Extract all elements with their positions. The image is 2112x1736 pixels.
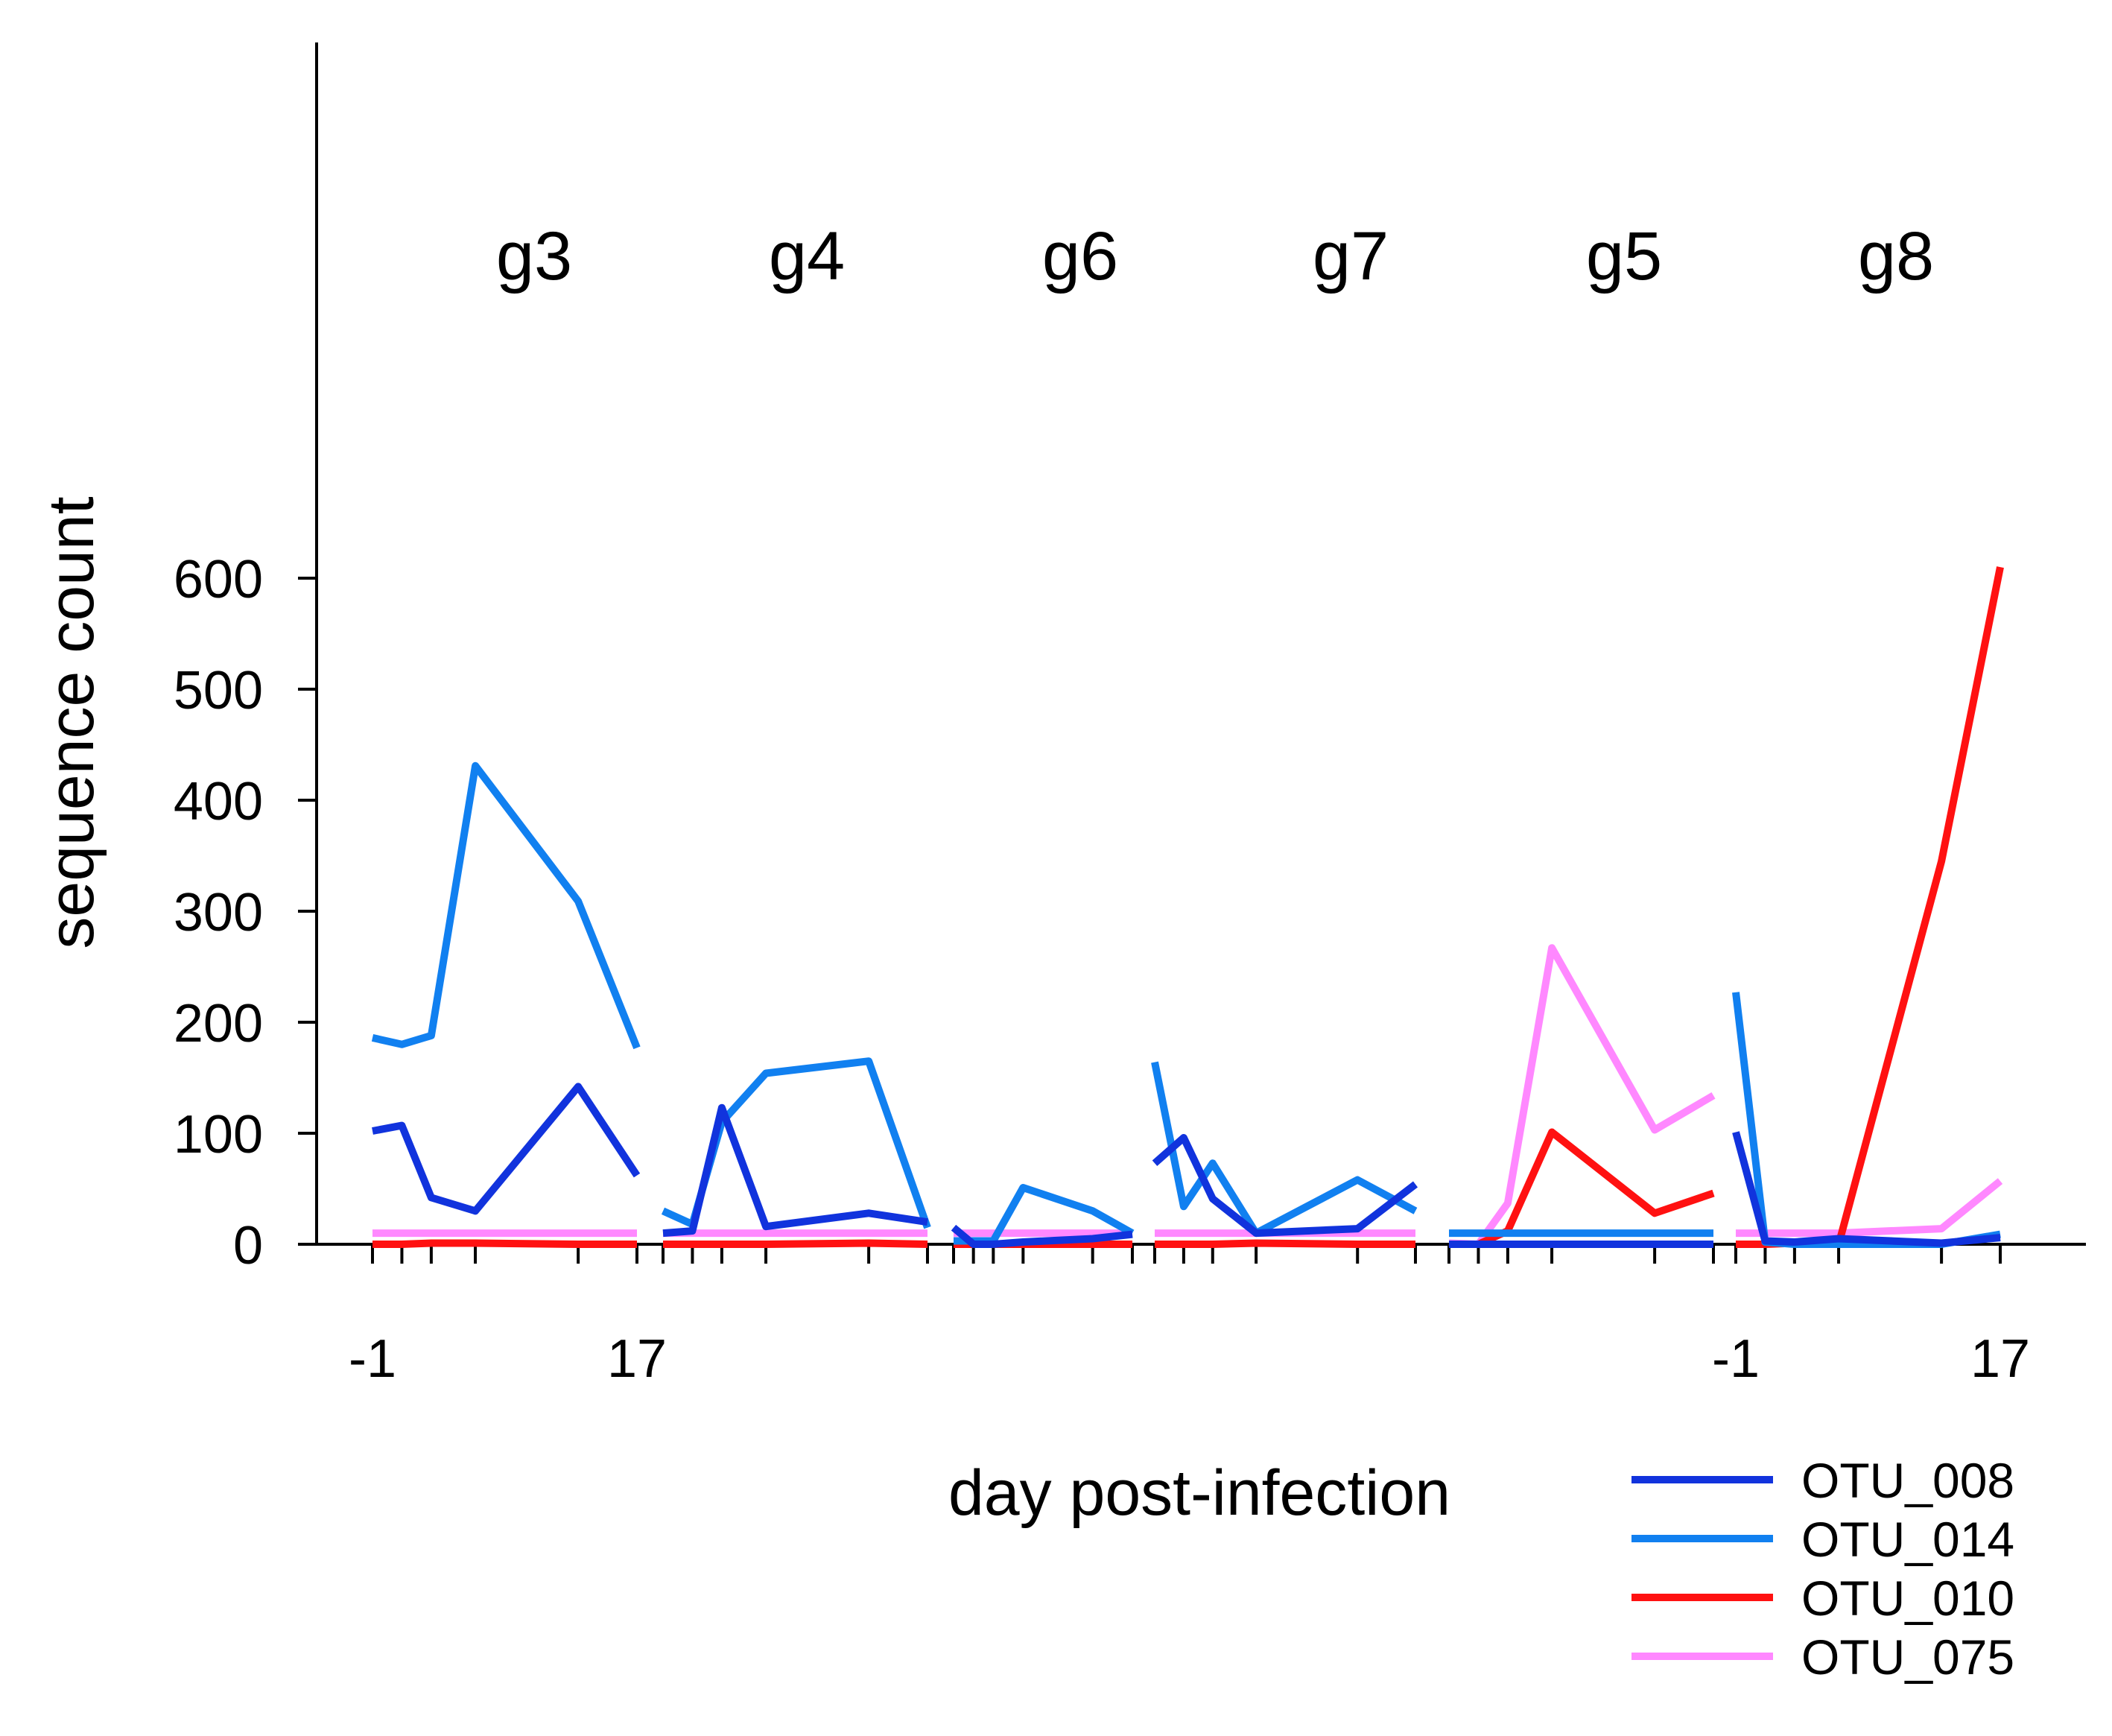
y-tick-label: 200 — [174, 994, 263, 1054]
legend-label-otu_008: OTU_008 — [1801, 1453, 2014, 1508]
x-tick-label: -1 — [1712, 1329, 1760, 1389]
y-tick-label: 600 — [174, 550, 263, 609]
series-line-g7-otu_014 — [1151, 1061, 1418, 1238]
series-line-g8-otu_008 — [1732, 1131, 2001, 1247]
series-line-g3-otu_014 — [371, 761, 641, 1050]
series-line-g8-otu_075 — [1736, 1178, 2003, 1238]
x-tick-label: -1 — [349, 1329, 396, 1389]
group-label-g6: g6 — [1042, 218, 1118, 294]
y-tick-label: 300 — [174, 883, 263, 943]
y-tick-label: 500 — [174, 661, 263, 720]
x-tick-label: 17 — [607, 1329, 667, 1389]
series-line-g4-otu_010 — [663, 1239, 928, 1248]
legend-label-otu_014: OTU_014 — [1801, 1512, 2014, 1567]
series-line-g8-otu_014 — [1732, 992, 2001, 1248]
y-axis-title: sequence count — [36, 496, 107, 948]
group-label-g7: g7 — [1313, 218, 1389, 294]
series-line-g7-otu_010 — [1155, 1239, 1415, 1248]
series-line-g4-otu_014 — [661, 1057, 931, 1229]
series-line-g3-otu_010 — [372, 1239, 637, 1248]
series-line-g3-otu_008 — [372, 1083, 641, 1215]
group-label-g5: g5 — [1586, 218, 1662, 294]
y-tick-label: 0 — [233, 1216, 263, 1276]
legend-label-otu_010: OTU_010 — [1801, 1571, 2014, 1626]
y-tick-label: 100 — [174, 1105, 263, 1165]
group-label-g8: g8 — [1858, 218, 1934, 294]
series-line-g4-otu_008 — [662, 1103, 928, 1238]
x-tick-label: 17 — [1970, 1329, 2030, 1389]
x-ticks: -1 17 -1 17 — [349, 1246, 2030, 1389]
series-line-g6-otu_008 — [951, 1224, 1133, 1248]
group-labels: g3 g4 g6 g7 g5 g8 — [496, 218, 1934, 294]
legend-label-otu_075: OTU_075 — [1801, 1629, 2014, 1685]
series-line-g7-otu_008 — [1152, 1134, 1418, 1238]
x-axis-title: day post-infection — [948, 1457, 1450, 1529]
group-label-g4: g4 — [769, 218, 845, 294]
series-layer — [371, 566, 2004, 1248]
group-label-g3: g3 — [496, 218, 572, 294]
y-tick-label: 400 — [174, 772, 263, 831]
y-ticks: 0 100 200 300 400 500 600 — [174, 550, 317, 1276]
series-line-g8-otu_010 — [1736, 566, 2004, 1248]
series-line-g5-otu_075 — [1448, 944, 1716, 1248]
